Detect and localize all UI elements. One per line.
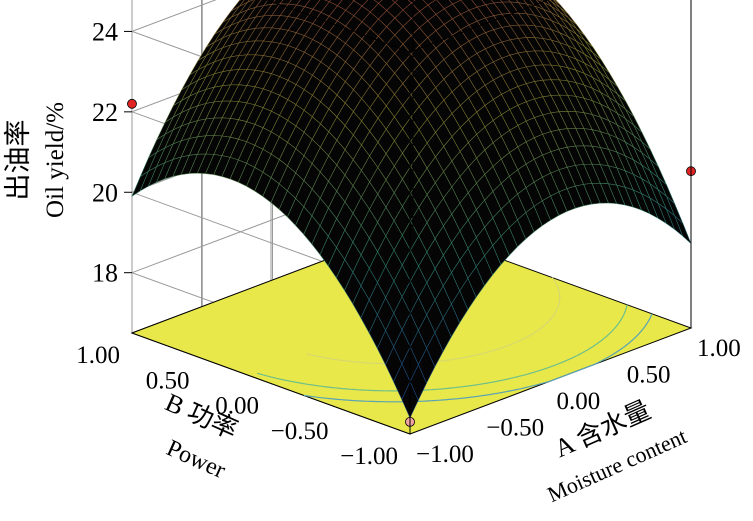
z-tick-1: 20	[92, 178, 118, 207]
x-tick-4: 1.00	[697, 335, 741, 362]
x-tick-2: 0.00	[557, 388, 601, 415]
y-tick-1: −0.50	[271, 418, 329, 445]
y-axis-label-en: Power	[163, 435, 230, 484]
x-tick-0: −1.00	[416, 441, 474, 468]
box-front-edges	[265, 0, 692, 434]
z-tick-0: 18	[92, 259, 118, 288]
z-axis-label-en: Oil yield/%	[42, 102, 69, 218]
x-tick-1: −0.50	[486, 415, 544, 442]
axis-ticks: 1820222426−1.00−0.500.000.501.00−1.00−0.…	[76, 17, 741, 470]
design-point-2	[127, 98, 137, 109]
z-axis-label-cn: 出油率	[3, 120, 33, 201]
y-tick-2: 0.00	[215, 393, 259, 420]
z-tick-3: 24	[92, 17, 118, 46]
y-tick-3: 0.50	[146, 367, 190, 394]
z-tick-2: 22	[92, 98, 118, 127]
y-tick-4: 1.00	[76, 342, 120, 369]
x-tick-3: 0.50	[627, 362, 671, 389]
y-tick-0: −1.00	[340, 443, 398, 470]
response-surface	[131, 0, 692, 419]
